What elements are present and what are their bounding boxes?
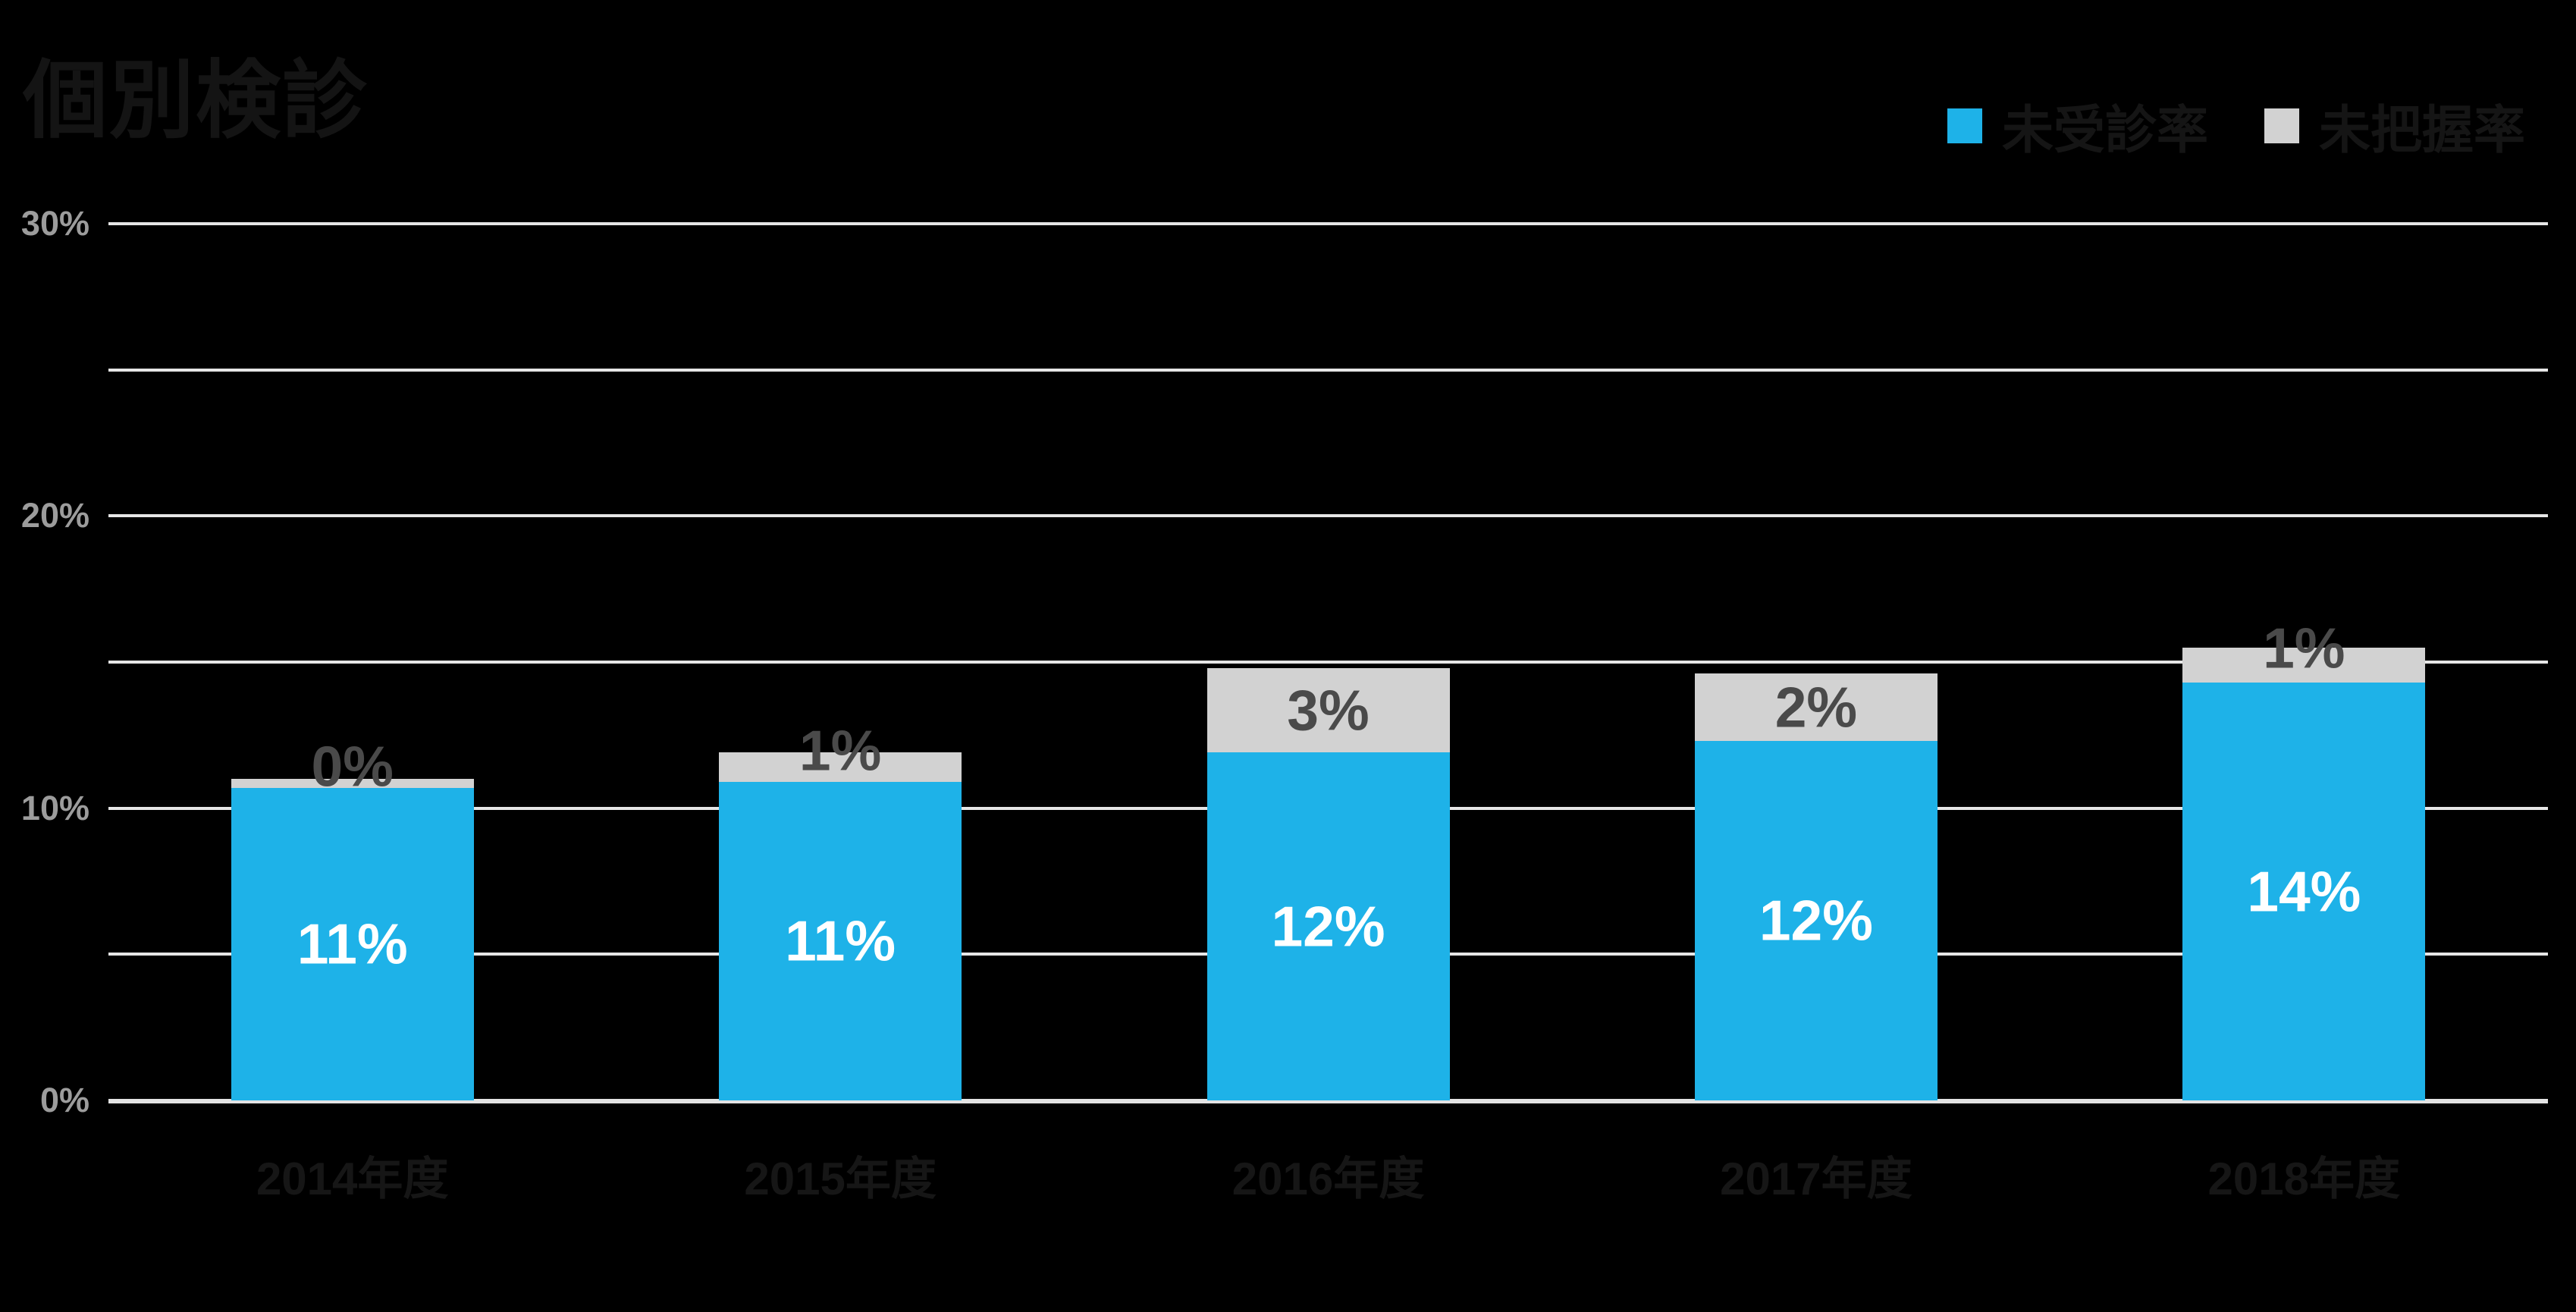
cap-value-label: 3% bbox=[1287, 678, 1370, 742]
bar-segment-未把握率 bbox=[231, 779, 474, 788]
gridline bbox=[108, 368, 2548, 372]
y-tick-label: 20% bbox=[20, 496, 89, 535]
legend-swatch-icon bbox=[2264, 108, 2299, 143]
bar-segment-未把握率 bbox=[719, 752, 962, 782]
bar-segment-未受診率 bbox=[1206, 752, 1450, 1100]
x-category-label: 2018年度 bbox=[2207, 1153, 2401, 1204]
cap-value-label: 0% bbox=[311, 734, 394, 799]
cap-value-label: 2% bbox=[1774, 675, 1858, 739]
bar-value-label: 11% bbox=[785, 909, 896, 973]
bar-segment-未把握率 bbox=[2182, 647, 2426, 683]
legend-swatch-icon bbox=[1947, 108, 1982, 143]
x-category-label: 2016年度 bbox=[1232, 1153, 1425, 1204]
bar-value-label: 14% bbox=[2247, 859, 2361, 923]
x-category-label: 2014年度 bbox=[256, 1153, 449, 1204]
bar-segment-未把握率 bbox=[1694, 673, 1937, 742]
chart-title: 個別検診 bbox=[23, 53, 369, 148]
legend-item: 未把握率 bbox=[2264, 88, 2525, 163]
legend-label: 未把握率 bbox=[2318, 102, 2525, 159]
bar-segment-未受診率 bbox=[231, 787, 474, 1100]
bar-segment-未把握率 bbox=[1206, 667, 1450, 753]
bar-segment-未受診率 bbox=[719, 782, 962, 1100]
y-tick-label: 0% bbox=[39, 1081, 89, 1119]
bar-value-label: 11% bbox=[297, 912, 408, 976]
x-axis-baseline bbox=[108, 1099, 2548, 1103]
bar-segment-未受診率 bbox=[2182, 682, 2426, 1100]
plot-area: 11% 0% 11% 1% 12% 3% 12% 2% 14% 1% bbox=[108, 222, 2548, 1103]
y-tick-label: 30% bbox=[20, 204, 89, 243]
gridline bbox=[108, 661, 2548, 664]
x-category-label: 2017年度 bbox=[1720, 1153, 1912, 1204]
bar-value-label: 12% bbox=[1759, 888, 1873, 953]
gridline bbox=[108, 514, 2548, 518]
legend: 未受診率 未把握率 bbox=[1947, 88, 2525, 163]
bar-value-label: 12% bbox=[1271, 894, 1385, 959]
cap-value-label: 1% bbox=[2263, 616, 2345, 680]
x-category-label: 2015年度 bbox=[744, 1153, 937, 1204]
legend-label: 未受診率 bbox=[2001, 102, 2208, 159]
bar-segment-未受診率 bbox=[1694, 741, 1937, 1100]
y-tick-label: 10% bbox=[20, 788, 89, 827]
gridline bbox=[108, 222, 2548, 225]
cap-value-label: 1% bbox=[799, 718, 882, 783]
legend-item: 未受診率 bbox=[1947, 88, 2208, 163]
